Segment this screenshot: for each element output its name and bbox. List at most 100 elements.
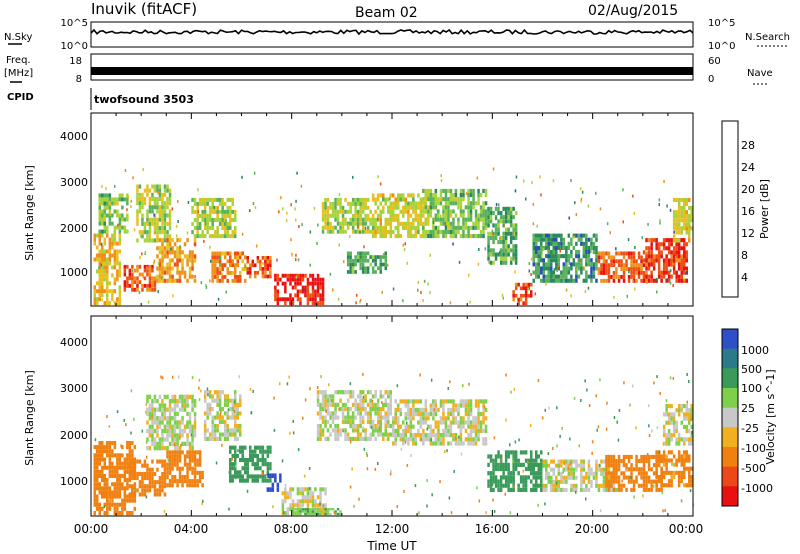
power-cell: [289, 273, 292, 278]
velocity-cell: [193, 454, 197, 459]
power-cell: [417, 217, 420, 222]
power-cell: [412, 234, 415, 239]
velocity-cell: [392, 428, 395, 433]
power-cbar-tick-4: 4: [741, 271, 748, 284]
velocity-cell: [439, 403, 443, 408]
velocity-cell: [454, 433, 458, 438]
velocity-cell: [302, 416, 304, 420]
velocity-cell: [587, 479, 591, 484]
power-cell: [474, 234, 478, 239]
velocity-cell: [153, 407, 157, 412]
power-cell: [166, 196, 169, 201]
power-cell: [647, 238, 651, 243]
velocity-cell: [331, 415, 335, 420]
velocity-cell: [244, 466, 247, 471]
power-cell: [186, 238, 189, 243]
velocity-cell: [151, 407, 154, 412]
velocity-cell: [366, 454, 368, 457]
power-cell: [423, 279, 426, 283]
power-cell: [168, 234, 172, 239]
velocity-cell: [359, 419, 362, 424]
velocity-cell: [326, 407, 330, 412]
velocity-cell: [188, 416, 192, 421]
velocity-colorbar-swatch: [722, 388, 738, 409]
velocity-cell: [688, 483, 691, 488]
velocity-cell: [145, 440, 148, 444]
velocity-cell: [464, 399, 468, 404]
velocity-cell: [218, 415, 222, 420]
velocity-cell: [412, 403, 415, 408]
velocity-cell: [103, 502, 106, 507]
velocity-cell: [193, 403, 197, 408]
power-cell: [685, 258, 688, 263]
power-cell: [101, 201, 104, 206]
power-cell: [113, 301, 117, 306]
power-cell: [657, 266, 661, 271]
velocity-cell: [514, 440, 517, 444]
power-cell: [429, 197, 433, 202]
power-cell: [359, 217, 362, 222]
power-cell: [113, 241, 117, 246]
power-cell: [234, 230, 237, 235]
velocity-cell: [156, 441, 159, 446]
velocity-cell: [432, 399, 435, 404]
velocity-cell: [384, 432, 387, 437]
velocity-cell: [572, 483, 576, 488]
power-cell: [577, 262, 581, 267]
power-cell: [126, 229, 129, 234]
power-cell: [670, 258, 673, 263]
velocity-ytick-4000: 4000: [60, 336, 88, 349]
velocity-cell: [351, 428, 355, 433]
velocity-cell: [557, 479, 560, 484]
power-cell: [562, 266, 566, 271]
power-cell: [98, 201, 101, 206]
power-cell: [449, 229, 453, 234]
power-cell: [424, 201, 428, 206]
velocity-cell: [146, 488, 149, 493]
velocity-cell: [409, 416, 413, 421]
power-cell: [512, 293, 515, 298]
velocity-cell: [133, 469, 137, 474]
velocity-cell: [148, 467, 152, 472]
power-cell: [673, 230, 675, 234]
power-cell: [264, 274, 267, 279]
power-cell: [126, 280, 129, 284]
power-cell: [610, 255, 613, 260]
power-cell: [374, 201, 377, 206]
power-cell: [532, 222, 535, 226]
power-cell: [685, 266, 688, 271]
velocity-cell: [627, 479, 631, 484]
velocity-cell: [617, 467, 621, 472]
power-cell: [101, 221, 104, 226]
velocity-cell: [381, 401, 383, 404]
power-cell: [211, 205, 214, 210]
velocity-cell: [378, 426, 381, 430]
velocity-cell: [489, 483, 493, 488]
velocity-cell: [359, 436, 362, 441]
power-cell: [514, 256, 518, 261]
power-cell: [113, 281, 117, 286]
power-cell: [108, 241, 112, 246]
power-cell: [452, 221, 455, 226]
velocity-cell: [617, 459, 621, 464]
velocity-ylabel: Slant Range [km]: [23, 370, 36, 466]
power-cell: [452, 217, 455, 222]
velocity-cell: [467, 403, 470, 408]
power-cell: [188, 258, 192, 263]
power-cell: [565, 274, 568, 279]
velocity-cell: [133, 494, 137, 499]
power-cell: [331, 205, 335, 210]
power-cell: [427, 221, 430, 226]
power-cell: [575, 254, 578, 259]
velocity-cell: [158, 446, 162, 451]
velocity-cell: [239, 428, 242, 433]
power-cell: [218, 209, 222, 214]
power-cell: [434, 205, 438, 210]
velocity-cell: [339, 512, 342, 516]
power-cell: [442, 221, 445, 226]
power-cell: [168, 209, 172, 214]
velocity-cell: [191, 399, 194, 404]
power-cell: [550, 270, 553, 275]
date-title: 02/Aug/2015: [588, 3, 678, 19]
power-cell: [479, 205, 483, 210]
